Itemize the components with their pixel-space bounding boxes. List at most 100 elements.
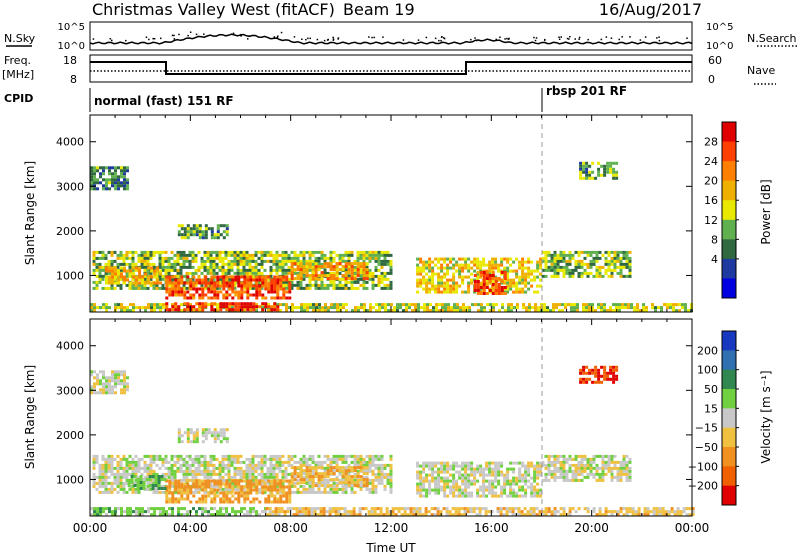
heatmap-cell (285, 494, 289, 498)
heatmap-cell (467, 467, 471, 471)
heatmap-cell (134, 454, 138, 458)
heatmap-cell (276, 497, 280, 501)
heatmap-cell (125, 481, 129, 485)
nsearch-point (438, 39, 440, 42)
heatmap-cell (374, 256, 378, 260)
heatmap-cell (252, 500, 256, 504)
heatmap-cell (500, 272, 504, 276)
heatmap-cell (530, 488, 534, 492)
heatmap-cell (311, 271, 315, 275)
heatmap-cell (221, 250, 225, 254)
heatmap-cell (285, 497, 289, 501)
heatmap-cell (222, 236, 226, 240)
heatmap-cell (246, 281, 250, 285)
heatmap-cell (222, 302, 226, 306)
heatmap-cell (171, 494, 175, 498)
heatmap-cell (506, 257, 510, 261)
heatmap-cell (479, 494, 483, 498)
heatmap-cell (161, 274, 165, 278)
heatmap-cell (550, 253, 554, 257)
heatmap-cell (518, 266, 522, 270)
heatmap-cell (180, 224, 184, 228)
heatmap-cell (615, 173, 619, 177)
heatmap-cell (183, 491, 187, 495)
heatmap-cell (437, 278, 441, 282)
heatmap-cell (98, 469, 102, 473)
heatmap-cell (482, 476, 486, 480)
heatmap-cell (371, 283, 375, 287)
heatmap-cell (524, 464, 528, 468)
heatmap-cell (168, 513, 171, 517)
heatmap-cell (597, 161, 601, 165)
heatmap-cell (533, 476, 537, 480)
heatmap-cell (344, 283, 348, 287)
heatmap-cell (539, 473, 543, 477)
heatmap-cell (255, 290, 259, 294)
nsearch-point (470, 38, 472, 41)
heatmap-cell (101, 454, 105, 458)
heatmap-cell (305, 265, 309, 269)
heatmap-cell (586, 457, 590, 461)
heatmap-cell (506, 260, 510, 264)
heatmap-cell (291, 309, 294, 313)
heatmap-cell (488, 289, 492, 292)
heatmap-cell (137, 259, 141, 263)
heatmap-cell (431, 464, 435, 468)
heatmap-cell (165, 494, 169, 498)
heatmap-cell (173, 490, 177, 494)
heatmap-cell (377, 280, 381, 284)
heatmap-cell (314, 460, 318, 464)
heatmap-cell (164, 472, 168, 476)
heatmap-cell (314, 283, 318, 287)
heatmap-cell (311, 490, 315, 494)
heatmap-cell (476, 289, 480, 292)
heatmap-cell (119, 472, 123, 476)
heatmap-cell (482, 467, 486, 471)
heatmap-cell (378, 306, 381, 310)
heatmap-cell (270, 482, 274, 486)
heatmap-cell (92, 271, 96, 275)
heatmap-cell (182, 475, 186, 479)
heatmap-cell (571, 268, 575, 272)
heatmap-cell (107, 481, 111, 485)
heatmap-cell (260, 265, 264, 269)
heatmap-cell (684, 306, 687, 310)
heatmap-cell (183, 497, 187, 501)
heatmap-cell (225, 507, 228, 511)
heatmap-cell (684, 309, 687, 313)
heatmap-cell (209, 457, 213, 461)
heatmap-cell (446, 284, 450, 288)
heatmap-cell (389, 469, 393, 473)
heatmap-cell (389, 484, 393, 488)
heatmap-cell (419, 470, 423, 474)
heatmap-cell (154, 475, 158, 478)
heatmap-cell (170, 475, 174, 479)
heatmap-cell (470, 278, 474, 282)
heatmap-cell (234, 479, 238, 483)
heatmap-cell (622, 262, 626, 266)
heatmap-cell (388, 513, 392, 517)
heatmap-cell (323, 466, 327, 470)
heatmap-cell (371, 274, 375, 278)
heatmap-cell (192, 287, 196, 291)
heatmap-cell (179, 262, 183, 266)
heatmap-cell (507, 306, 510, 310)
heatmap-cell (675, 303, 678, 307)
heatmap-cell (243, 500, 247, 504)
heatmap-cell (380, 478, 384, 482)
heatmap-cell (171, 303, 174, 307)
heatmap-cell (455, 494, 459, 498)
heatmap-cell (101, 472, 105, 476)
heatmap-cell (443, 266, 447, 270)
heatmap-cell (389, 268, 393, 272)
heatmap-cell (337, 510, 341, 514)
heatmap-cell (246, 510, 249, 514)
heatmap-cell (403, 513, 407, 517)
heatmap-cell (264, 278, 268, 282)
heatmap-cell (452, 461, 456, 465)
heatmap-cell (416, 284, 420, 288)
heatmap-cell (356, 262, 360, 266)
nave-tick-top: 60 (708, 54, 722, 67)
nsearch-point (534, 39, 537, 42)
